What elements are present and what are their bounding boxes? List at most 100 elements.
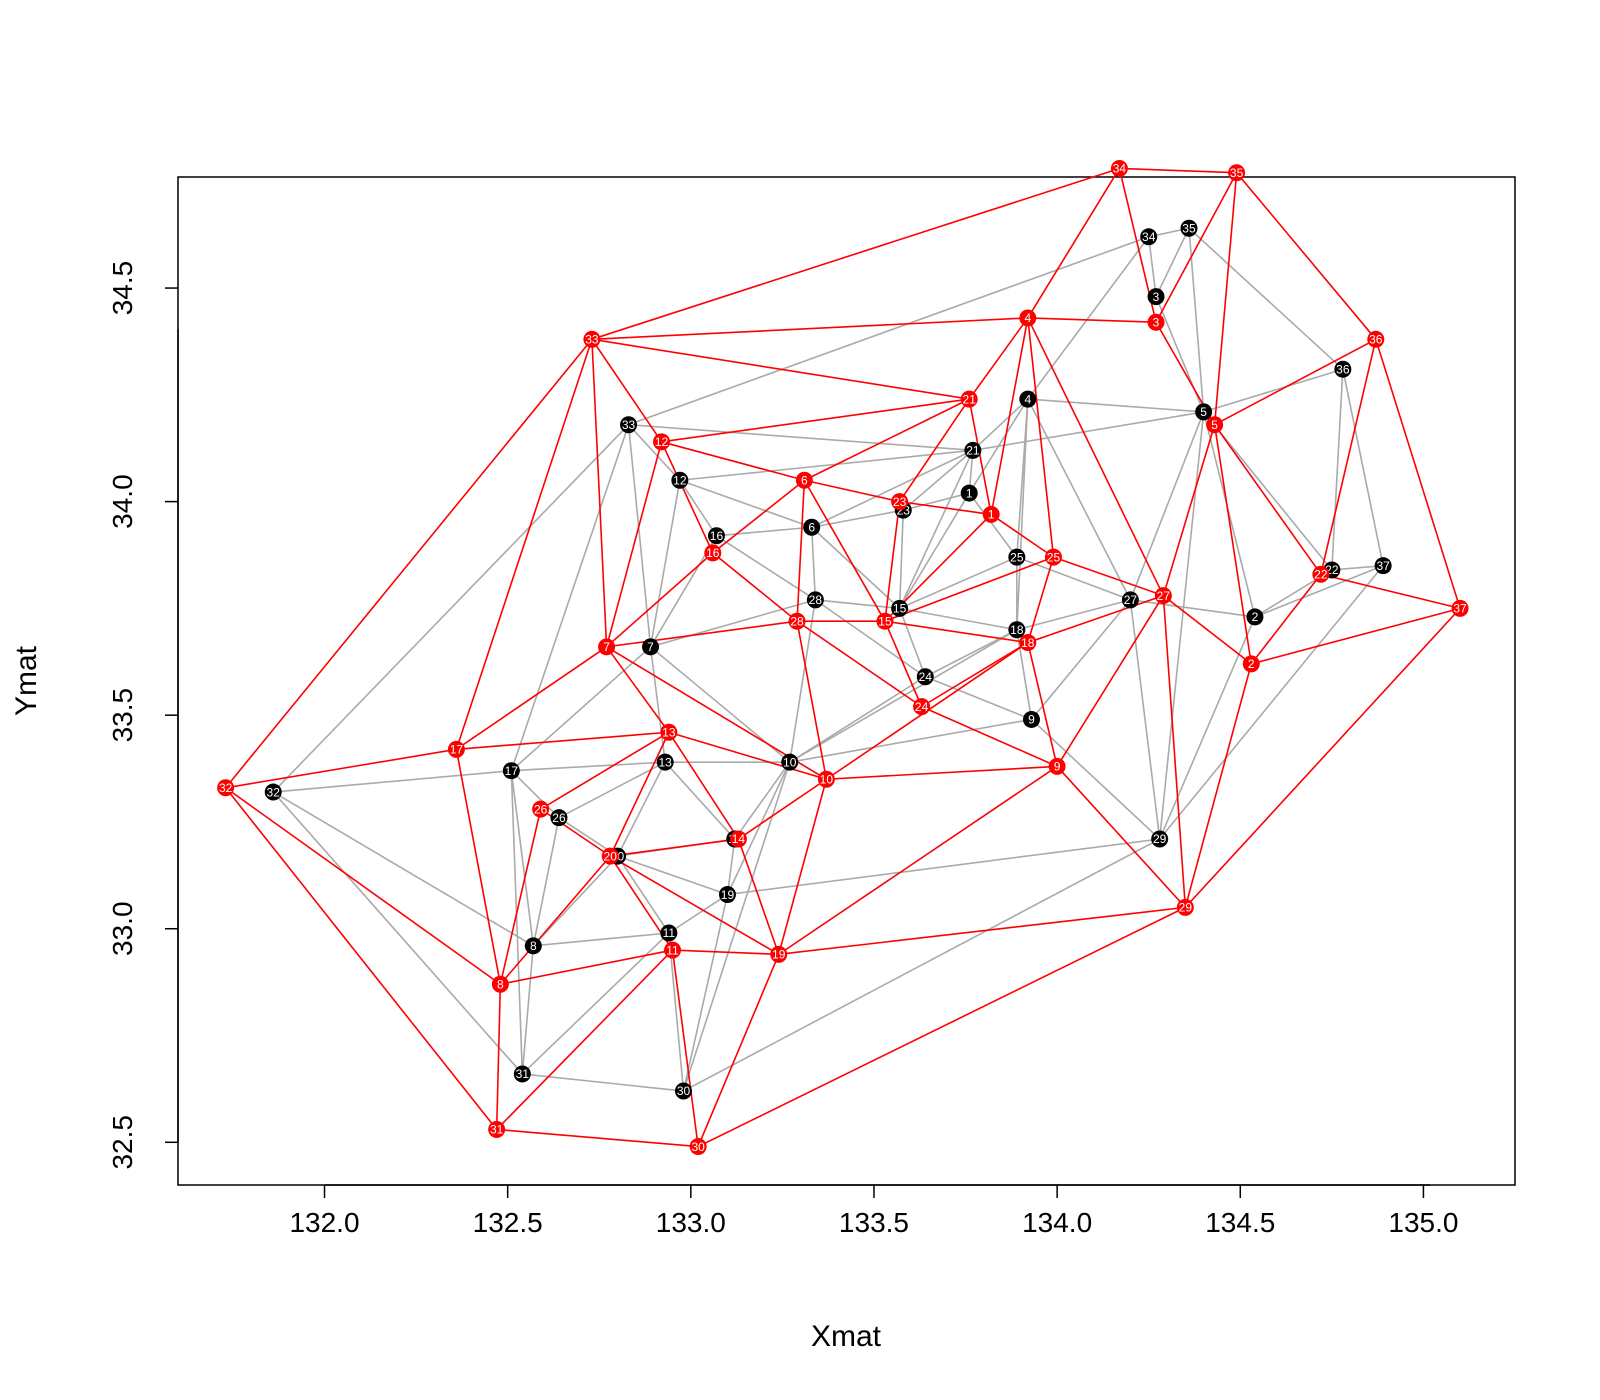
point-label-series-0-28: 28	[809, 593, 823, 607]
point-series-0-36	[1334, 360, 1352, 378]
point-series-0-25	[1008, 548, 1026, 566]
edge-series-1-4-1	[990, 317, 1029, 515]
edge-series-0-20-11	[616, 855, 670, 934]
edge-series-1-32-33	[224, 338, 593, 789]
point-label-series-1-23: 23	[893, 495, 907, 509]
point-label-series-0-35: 35	[1182, 221, 1196, 235]
point-label-series-0-9: 9	[1028, 713, 1035, 727]
point-label-series-0-7: 7	[647, 640, 654, 654]
point-label-series-1-17: 17	[450, 743, 464, 757]
edge-series-0-12-7	[649, 480, 681, 647]
edge-series-1-18-9	[1027, 642, 1058, 767]
edge-series-1-13-26	[540, 731, 670, 810]
point-series-1-34	[1110, 159, 1128, 177]
point-label-series-0-24: 24	[919, 670, 933, 684]
point-label-series-0-19: 19	[721, 888, 735, 902]
point-series-1-37	[1451, 599, 1469, 617]
edge-series-0-35-36	[1188, 227, 1344, 370]
edge-series-1-5-27	[1162, 424, 1216, 596]
edge-series-1-18-24	[921, 641, 1029, 708]
point-label-series-1-12: 12	[655, 435, 669, 449]
edge-series-1-25-15	[884, 556, 1054, 622]
edge-series-1-2-27	[1162, 594, 1252, 665]
y-tick-label: 33.0	[107, 901, 138, 956]
edge-series-0-19-11	[668, 893, 728, 934]
edge-series-0-2-37	[1254, 564, 1384, 618]
point-series-1-9	[1048, 757, 1066, 775]
point-series-1-17	[447, 740, 465, 758]
edge-series-1-12-7	[605, 441, 663, 648]
point-label-series-0-11: 11	[663, 926, 676, 940]
edge-series-0-7-13	[649, 646, 666, 763]
y-tick-label: 34.5	[107, 261, 138, 316]
edge-series-1-23-1	[899, 500, 992, 516]
edge-series-0-1-23	[903, 492, 970, 511]
point-label-series-1-10: 10	[820, 772, 834, 786]
edge-series-0-6-23	[811, 509, 904, 529]
edge-series-1-19-29	[778, 906, 1186, 956]
edge-series-1-10-19	[777, 779, 828, 955]
edge-series-0-25-15	[899, 556, 1018, 610]
edge-series-1-13-10	[668, 731, 827, 781]
point-series-1-1	[982, 505, 1000, 523]
edge-series-1-9-19	[778, 765, 1058, 956]
point-label-series-1-30: 30	[691, 1140, 705, 1154]
edge-series-0-32-33	[272, 424, 630, 793]
edge-series-1-21-12	[661, 398, 970, 443]
edge-series-0-17-31	[510, 770, 524, 1074]
edge-series-0-14-19	[726, 838, 736, 895]
point-label-series-0-10: 10	[783, 755, 797, 769]
point-label-series-0-3: 3	[1153, 290, 1160, 304]
point-label-series-1-28: 28	[790, 614, 804, 628]
edge-series-0-3-35	[1155, 227, 1190, 297]
point-series-0-28	[806, 591, 824, 609]
point-label-series-1-13: 13	[662, 725, 676, 739]
edge-series-0-17-13	[511, 761, 666, 772]
x-tick-label: 132.0	[289, 1207, 359, 1238]
point-label-series-0-13: 13	[659, 755, 673, 769]
point-series-1-31	[488, 1120, 506, 1138]
point-label-series-1-26: 26	[534, 802, 548, 816]
point-label-series-1-31: 31	[490, 1123, 504, 1137]
point-series-0-1	[960, 484, 978, 502]
point-series-1-29	[1176, 898, 1194, 916]
edge-series-1-27-18	[1027, 594, 1164, 644]
edge-series-1-13-14	[668, 731, 740, 840]
edge-series-0-2-29	[1158, 616, 1256, 840]
plot-area	[177, 176, 1516, 1186]
x-ticks: 132.0 132.5 133.0 133.5 134.0 134.5 135.0	[289, 1185, 1458, 1238]
point-series-1-27	[1154, 587, 1172, 605]
edge-series-0-33-17	[510, 424, 630, 771]
point-label-series-1-20: 20	[604, 849, 618, 863]
point-series-1-23	[891, 493, 909, 511]
point-series-0-34	[1140, 228, 1158, 246]
edge-series-1-28-7	[606, 620, 798, 648]
edge-series-1-32-31	[224, 787, 498, 1130]
edge-series-1-16-28	[712, 552, 798, 622]
point-series-0-37	[1374, 557, 1392, 575]
edge-series-1-36-5	[1214, 338, 1377, 426]
edge-series-0-29-19	[727, 838, 1160, 896]
edge-series-0-12-16	[679, 479, 718, 537]
edge-series-1-6-15	[803, 479, 886, 622]
point-label-series-1-5: 5	[1211, 418, 1218, 432]
edge-series-0-24-9	[924, 675, 1032, 721]
point-label-series-1-19: 19	[772, 948, 786, 962]
edge-series-0-15-28	[815, 599, 900, 610]
y-tick-label: 33.5	[107, 688, 138, 743]
point-label-series-0-30: 30	[677, 1084, 691, 1098]
series-1-edges	[224, 167, 1461, 1148]
point-series-0-10	[781, 753, 799, 771]
point-series-0-8	[524, 937, 542, 955]
x-tick-label: 135.0	[1388, 1207, 1458, 1238]
point-series-0-29	[1151, 830, 1169, 848]
point-label-series-1-25: 25	[1047, 550, 1061, 564]
point-series-1-26	[532, 800, 550, 818]
edge-series-1-14-20	[610, 838, 739, 857]
edge-series-0-35-5	[1188, 228, 1205, 412]
point-series-1-7	[598, 638, 616, 656]
edge-series-1-9-10	[826, 765, 1058, 781]
edge-series-1-10-14	[737, 778, 827, 840]
x-tick-label: 132.5	[473, 1207, 543, 1238]
